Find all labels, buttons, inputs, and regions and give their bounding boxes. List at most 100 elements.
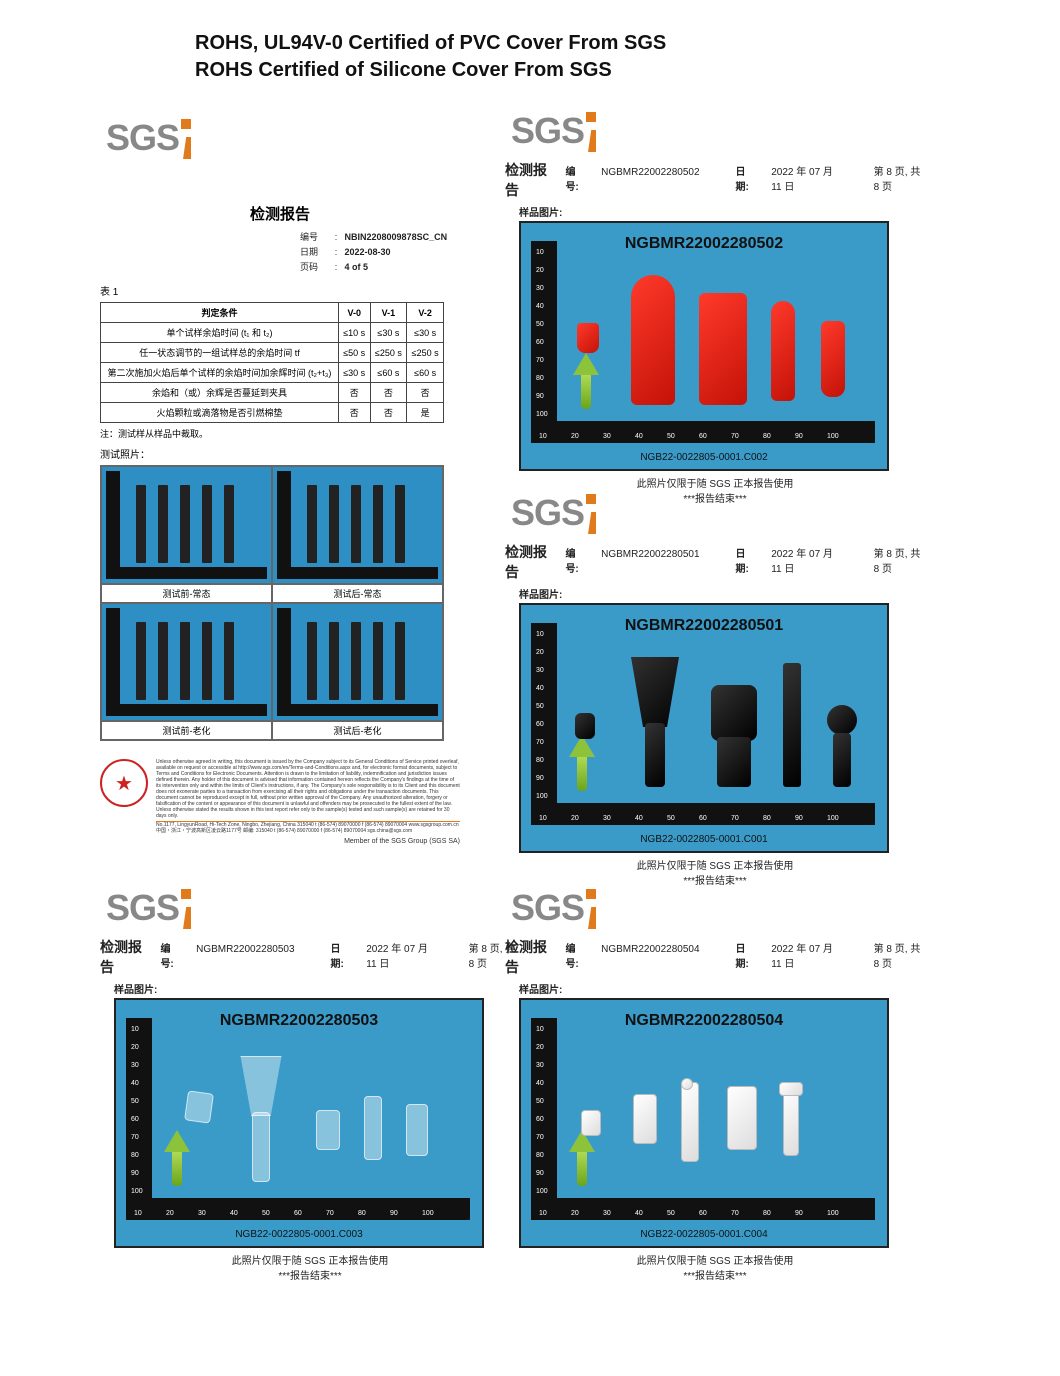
- num-value: NGBMR22002280502: [601, 167, 699, 178]
- photo-id: NGBMR22002280502: [625, 235, 783, 253]
- table-cell: 第二次施加火焰后单个试样的余焰时间加余辉时间 (t₂+t₃): [101, 363, 339, 383]
- table-cell: 单个试样余焰时间 (t₁ 和 t₂): [101, 323, 339, 343]
- caption-2: ***报告结束***: [100, 1267, 520, 1282]
- panel-report-501: SGS 检测报告 编号: NGBMR22002280501 日期: 2022 年…: [505, 490, 925, 887]
- quad-cap-3: 测试后-老化: [272, 721, 443, 740]
- stamp-icon: ★: [100, 759, 148, 807]
- table-label: 表 1: [100, 283, 460, 298]
- table-cell: 余焰和（或）余辉是否蔓延到夹具: [101, 383, 339, 403]
- quad-cap-2: 测试前-老化: [101, 721, 272, 740]
- table-row: 单个试样余焰时间 (t₁ 和 t₂)≤10 s≤30 s≤30 s: [101, 323, 444, 343]
- sgs-logo: SGS: [100, 885, 185, 931]
- title-line-1: ROHS, UL94V-0 Certified of PVC Cover Fro…: [195, 30, 666, 57]
- meta-page-v: 4 of 5: [345, 262, 369, 272]
- caption-1: 此照片仅限于随 SGS 正本报告使用: [637, 479, 794, 490]
- panel-report-503: SGS 检测报告 编号: NGBMR22002280503 日期: 2022 年…: [100, 885, 520, 1282]
- num-label: 编号:: [565, 545, 583, 575]
- panel-report-502: SGS 检测报告 编号: NGBMR22002280502 日期: 2022 年…: [505, 108, 925, 505]
- test-photo-grid: 测试前-常态 测试后-常态 测试前-老化 测试后-老化: [100, 465, 444, 741]
- table-cell: 否: [370, 383, 407, 403]
- date-value: 2022 年 07 月 11 日: [366, 940, 432, 970]
- table-cell: 否: [370, 403, 407, 423]
- th-2: V-1: [370, 303, 407, 323]
- sample-photo: NGBMR22002280501 10203040506070809010010…: [519, 603, 889, 853]
- num-label: 编号:: [565, 163, 583, 193]
- report-title: 检测报告: [100, 203, 460, 224]
- meta-date-v: 2022-08-30: [345, 247, 391, 257]
- num-value: NGBMR22002280501: [601, 549, 699, 560]
- meta-date-k: 日期: [300, 245, 330, 258]
- member-text: Member of the SGS Group (SGS SA): [156, 838, 460, 845]
- table-cell: ≤30 s: [338, 363, 370, 383]
- num-value: NGBMR22002280504: [601, 944, 699, 955]
- table-cell: 否: [338, 403, 370, 423]
- table-cell: 否: [407, 383, 444, 403]
- sample-label: 样品图片:: [519, 586, 925, 601]
- table-cell: ≤30 s: [370, 323, 407, 343]
- sample-photo: NGBMR22002280502 10203040506070809010010…: [519, 221, 889, 471]
- report-title: 检测报告: [505, 542, 547, 582]
- date-label: 日期:: [736, 163, 754, 193]
- arrow-icon: [166, 1130, 188, 1186]
- caption-2: ***报告结束***: [505, 1267, 925, 1282]
- photo-id: NGBMR22002280501: [625, 617, 783, 635]
- table-cell: ≤60 s: [370, 363, 407, 383]
- page-info: 第 8 页, 共 8 页: [874, 940, 925, 970]
- photo-id: NGBMR22002280503: [220, 1012, 378, 1030]
- quad-cap-0: 测试前-常态: [101, 584, 272, 603]
- report-title: 检测报告: [505, 937, 547, 977]
- meta-page-k: 页码: [300, 260, 330, 273]
- page-info: 第 8 页, 共 8 页: [874, 163, 925, 193]
- table-cell: ≤50 s: [338, 343, 370, 363]
- disclaimer-text: Unless otherwise agreed in writing, this…: [156, 759, 460, 819]
- date-label: 日期:: [736, 940, 754, 970]
- meta-num-v: NBIN2208009878SC_CN: [345, 232, 448, 242]
- sample-label: 样品图片:: [519, 204, 925, 219]
- table-row: 余焰和（或）余辉是否蔓延到夹具否否否: [101, 383, 444, 403]
- page-info: 第 8 页, 共 8 页: [874, 545, 925, 575]
- table-note: 注：测试样从样品中裁取。: [100, 427, 460, 440]
- th-0: 判定条件: [101, 303, 339, 323]
- table-cell: ≤10 s: [338, 323, 370, 343]
- sample-photo: NGBMR22002280503 10203040506070809010010…: [114, 998, 484, 1248]
- sample-label: 样品图片:: [519, 981, 925, 996]
- report-title: 检测报告: [100, 937, 142, 977]
- table-row: 任一状态调节的一组试样总的余焰时间 tf≤50 s≤250 s≤250 s: [101, 343, 444, 363]
- report-title: 检测报告: [505, 160, 547, 200]
- arrow-icon: [571, 735, 593, 791]
- date-label: 日期:: [736, 545, 754, 575]
- table-cell: 否: [338, 383, 370, 403]
- photo-ref: NGB22-0022805-0001.C002: [640, 452, 767, 463]
- meta-num-k: 编号: [300, 230, 330, 243]
- sample-photo: NGBMR22002280504 10203040506070809010010…: [519, 998, 889, 1248]
- num-label: 编号:: [565, 940, 583, 970]
- caption-1: 此照片仅限于随 SGS 正本报告使用: [637, 861, 794, 872]
- arrow-icon: [571, 1130, 593, 1186]
- num-label: 编号:: [160, 940, 178, 970]
- date-value: 2022 年 07 月 11 日: [771, 545, 837, 575]
- th-3: V-2: [407, 303, 444, 323]
- date-value: 2022 年 07 月 11 日: [771, 163, 837, 193]
- caption-1: 此照片仅限于随 SGS 正本报告使用: [232, 1256, 389, 1267]
- arrow-icon: [575, 353, 597, 409]
- th-1: V-0: [338, 303, 370, 323]
- table-cell: 是: [407, 403, 444, 423]
- photo-ref: NGB22-0022805-0001.C001: [640, 834, 767, 845]
- panel-report-504: SGS 检测报告 编号: NGBMR22002280504 日期: 2022 年…: [505, 885, 925, 1282]
- table-cell: 火焰颗粒或滴落物是否引燃棉垫: [101, 403, 339, 423]
- date-label: 日期:: [331, 940, 349, 970]
- sgs-logo: SGS: [505, 108, 590, 154]
- ul94-table: 判定条件 V-0 V-1 V-2 单个试样余焰时间 (t₁ 和 t₂)≤10 s…: [100, 302, 444, 423]
- table-cell: 任一状态调节的一组试样总的余焰时间 tf: [101, 343, 339, 363]
- quad-cap-1: 测试后-常态: [272, 584, 443, 603]
- disclaimer-block: ★ Unless otherwise agreed in writing, th…: [100, 759, 460, 845]
- sgs-logo: SGS: [505, 490, 590, 536]
- table-cell: ≤60 s: [407, 363, 444, 383]
- title-line-2: ROHS Certified of Silicone Cover From SG…: [195, 57, 666, 84]
- panel-ul94-report: SGS 检测报告 编号: NBIN2208009878SC_CN 日期: 202…: [100, 115, 460, 845]
- page-title-block: ROHS, UL94V-0 Certified of PVC Cover Fro…: [195, 30, 666, 84]
- table-cell: ≤250 s: [407, 343, 444, 363]
- photo-id: NGBMR22002280504: [625, 1012, 783, 1030]
- caption-1: 此照片仅限于随 SGS 正本报告使用: [637, 1256, 794, 1267]
- sample-label: 样品图片:: [114, 981, 520, 996]
